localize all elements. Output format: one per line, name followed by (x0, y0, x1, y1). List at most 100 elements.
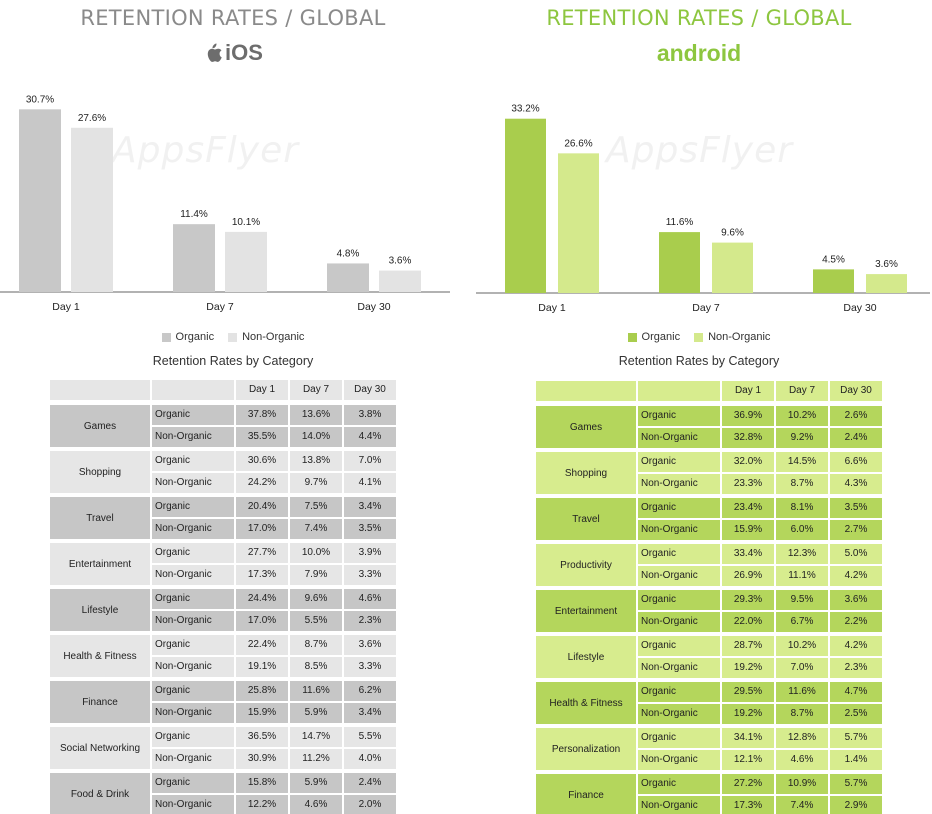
android-table-type-cell: Organic (638, 774, 720, 794)
android-table-category: Health & Fitness (536, 682, 636, 724)
android-table-type-label: Organic (641, 502, 677, 513)
android-table-row: Organic 23.4% 8.1% 3.5% (638, 498, 884, 518)
ios-table-value: 14.0% (290, 427, 342, 447)
ios-table-value: 30.6% (236, 451, 288, 471)
ios-bar-organic-day-1 (19, 109, 61, 293)
android-watermark: AppsFlyer (606, 130, 794, 171)
android-table-value: 9.2% (776, 428, 828, 448)
ios-table-type-label: Non-Organic (155, 753, 212, 764)
ios-table-type-cell: Organic (152, 681, 234, 701)
android-bar-label: 11.6% (666, 217, 694, 228)
android-bar-label: 3.6% (875, 259, 898, 270)
ios-platform-label: iOS (0, 40, 466, 66)
ios-x-tick-label: Day 1 (52, 301, 80, 313)
android-table-type-cell: Organic (638, 544, 720, 564)
android-table-value: 5.0% (830, 544, 882, 564)
ios-table-header-day-7: Day 7 (290, 380, 342, 400)
android-table-type-cell: Non-Organic (638, 520, 720, 540)
android-table-type-cell: Non-Organic (638, 566, 720, 586)
android-table-type-cell: Organic (638, 498, 720, 518)
ios-table-value: 25.8% (236, 681, 288, 701)
ios-table-value: 3.8% (344, 405, 396, 425)
ios-table-value: 8.7% (290, 635, 342, 655)
android-table-value: 10.2% (776, 636, 828, 656)
android-table-category: Productivity (536, 544, 636, 586)
ios-table-row: Organic 36.5% 14.7% 5.5% (152, 727, 398, 747)
ios-x-tick-label: Day 30 (357, 301, 390, 313)
ios-table-category: Games (50, 405, 150, 447)
android-table-value: 14.5% (776, 452, 828, 472)
android-table-type-label: Non-Organic (641, 708, 698, 719)
android-table-value: 10.9% (776, 774, 828, 794)
ios-table-value: 11.6% (290, 681, 342, 701)
android-table-type-label: Non-Organic (641, 800, 698, 811)
android-table-category: Games (536, 406, 636, 448)
android-table-category: Shopping (536, 452, 636, 494)
ios-table-type-cell: Non-Organic (152, 703, 234, 723)
android-table-value: 2.5% (830, 704, 882, 724)
ios-table-category: Lifestyle (50, 589, 150, 631)
ios-bar-label: 3.6% (389, 256, 412, 267)
android-table-type-cell: Non-Organic (638, 704, 720, 724)
ios-table-header-type (152, 380, 234, 400)
ios-watermark: AppsFlyer (112, 130, 300, 171)
ios-table-value: 35.5% (236, 427, 288, 447)
ios-table-type-label: Organic (155, 455, 191, 466)
ios-table-value: 5.5% (290, 611, 342, 631)
ios-table-value: 5.9% (290, 703, 342, 723)
ios-table-type-cell: Non-Organic (152, 427, 234, 447)
android-legend-organic-swatch (627, 332, 637, 342)
android-table-value: 6.0% (776, 520, 828, 540)
ios-table-type-label: Organic (155, 685, 191, 696)
android-table-type-label: Non-Organic (641, 432, 698, 443)
android-table-value: 8.1% (776, 498, 828, 518)
android-table-value: 2.3% (830, 658, 882, 678)
ios-table-type-label: Non-Organic (155, 569, 212, 580)
ios-table-type-cell: Non-Organic (152, 611, 234, 631)
android-table-value: 28.7% (722, 636, 774, 656)
android-table-type-label: Organic (641, 778, 677, 789)
android-bar-label: 33.2% (511, 104, 539, 115)
ios-table-category: Finance (50, 681, 150, 723)
ios-x-tick-label: Day 7 (206, 301, 234, 313)
android-table-value: 2.6% (830, 406, 882, 426)
android-table-type-label: Non-Organic (641, 570, 698, 581)
android-table-value: 2.7% (830, 520, 882, 540)
android-table-row: Organic 34.1% 12.8% 5.7% (638, 728, 884, 748)
android-bar-label: 9.6% (721, 228, 744, 239)
ios-table-value: 7.5% (290, 497, 342, 517)
android-table-value: 9.5% (776, 590, 828, 610)
ios-table-value: 2.0% (344, 795, 396, 814)
ios-table-row: Non-Organic 15.9% 5.9% 3.4% (152, 703, 398, 723)
ios-table-value: 30.9% (236, 749, 288, 769)
ios-table-type-cell: Organic (152, 543, 234, 563)
android-table-type-cell: Organic (638, 590, 720, 610)
android-table-value: 17.3% (722, 796, 774, 814)
ios-chart-title: RETENTION RATES / GLOBAL (80, 6, 386, 30)
android-table-value: 33.4% (722, 544, 774, 564)
ios-table-row: Non-Organic 19.1% 8.5% 3.3% (152, 657, 398, 677)
ios-bar-organic-day-30 (327, 263, 369, 292)
android-table-value: 2.4% (830, 428, 882, 448)
android-table-header-day-1: Day 1 (722, 381, 774, 401)
ios-table-type-label: Organic (155, 731, 191, 742)
ios-legend-non-organic-label: Non-Organic (242, 331, 305, 343)
ios-table-row: Organic 37.8% 13.6% 3.8% (152, 405, 398, 425)
android-legend-organic: Organic (627, 331, 680, 343)
android-table-type-cell: Non-Organic (638, 750, 720, 770)
ios-table-type-cell: Organic (152, 589, 234, 609)
android-table-type-cell: Organic (638, 636, 720, 656)
ios-table-type-label: Non-Organic (155, 799, 212, 810)
android-legend-non-organic: Non-Organic (694, 331, 770, 343)
ios-table-value: 15.9% (236, 703, 288, 723)
android-table-value: 4.7% (830, 682, 882, 702)
ios-table-value: 17.3% (236, 565, 288, 585)
ios-table-value: 9.7% (290, 473, 342, 493)
ios-table-type-label: Non-Organic (155, 477, 212, 488)
android-bar-organic-day-7 (659, 232, 700, 293)
android-table-row: Non-Organic 23.3% 8.7% 4.3% (638, 474, 884, 494)
ios-table-category: Travel (50, 497, 150, 539)
android-table-row: Non-Organic 22.0% 6.7% 2.2% (638, 612, 884, 632)
android-table-row: Non-Organic 17.3% 7.4% 2.9% (638, 796, 884, 814)
ios-bar-label: 4.8% (337, 248, 360, 259)
